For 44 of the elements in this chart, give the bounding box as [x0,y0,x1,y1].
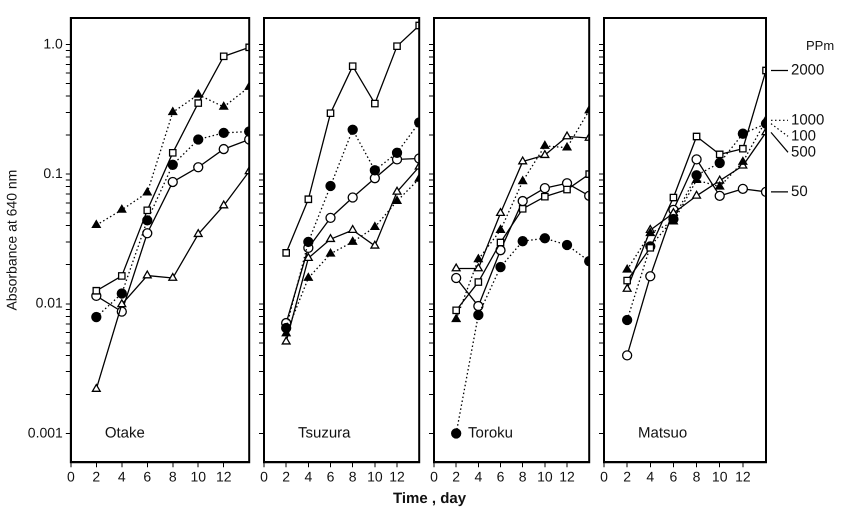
legend-label: 100 [791,127,816,144]
text: Tsuzura [298,424,352,442]
x-tick-label: 2 [452,468,460,484]
y-tick-label: 1.0 [43,35,64,52]
text: Toroku [468,424,514,442]
x-tick-label: 6 [143,468,152,484]
x-tick-label: 4 [304,468,312,484]
y-tick-label: 0.01 [36,294,64,311]
text: Otake [104,424,145,442]
x-tick-label: 8 [518,468,527,484]
x-axis-title: Time , day [393,490,466,507]
y-tick-label: 0.001 [28,424,64,440]
legend-label: 2000 [791,62,824,79]
x-tick-label: 8 [168,468,177,484]
x-tick-label: 12 [559,468,576,484]
x-tick-label: 8 [692,468,701,484]
legend-title: PPm [806,38,834,54]
x-tick-label: 4 [646,468,654,484]
x-tick-label: 4 [118,468,126,484]
legend-label: 1000 [791,111,824,128]
x-tick-label: 6 [496,468,505,484]
text: Matsuo [638,424,688,442]
x-tick-label: 12 [216,468,232,484]
x-tick-label: 12 [735,468,751,484]
series-label: 500 [791,143,816,160]
x-tick-label: 4 [474,468,482,484]
x-tick-label: 6 [670,468,678,484]
x-tick-label: 12 [389,468,406,484]
x-tick-label: 10 [367,468,383,484]
y-axis-title: Absorbance at 640 nm [3,170,20,311]
x-tick-label: 2 [92,468,100,484]
x-tick-label: 0 [66,468,75,484]
legend-label: 50 [791,182,808,200]
x-tick-label: 10 [190,468,206,484]
x-tick-label: 6 [326,468,335,484]
x-tick-label: 0 [600,468,608,484]
x-tick-label: 10 [537,468,553,484]
y-tick-label: 0.1 [43,164,64,181]
x-tick-label: 0 [430,468,438,484]
x-tick-label: 2 [282,468,290,484]
x-tick-label: 2 [623,468,632,484]
x-tick-label: 10 [712,468,728,484]
x-tick-label: 0 [260,468,268,484]
x-tick-label: 8 [348,468,357,484]
